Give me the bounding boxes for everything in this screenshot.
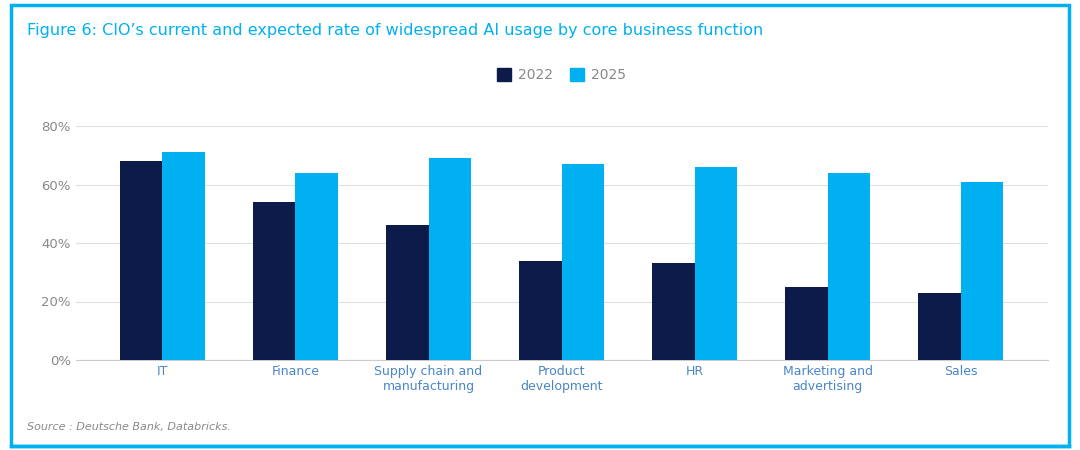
Bar bbox=[961, 182, 1003, 360]
Bar bbox=[918, 292, 961, 360]
Bar bbox=[827, 173, 870, 360]
Text: Figure 6: CIO’s current and expected rate of widespread AI usage by core busines: Figure 6: CIO’s current and expected rat… bbox=[27, 22, 764, 37]
Bar bbox=[296, 173, 338, 360]
Bar bbox=[253, 202, 296, 360]
Legend: 2022, 2025: 2022, 2025 bbox=[491, 63, 632, 88]
Bar bbox=[785, 287, 827, 360]
Bar bbox=[120, 161, 162, 360]
Bar bbox=[652, 263, 694, 360]
Bar bbox=[386, 225, 429, 360]
Bar bbox=[562, 164, 604, 360]
Bar bbox=[429, 158, 471, 360]
Bar bbox=[519, 261, 562, 360]
Text: Source : Deutsche Bank, Databricks.: Source : Deutsche Bank, Databricks. bbox=[27, 422, 231, 432]
Bar bbox=[162, 153, 205, 360]
Bar bbox=[694, 167, 738, 360]
